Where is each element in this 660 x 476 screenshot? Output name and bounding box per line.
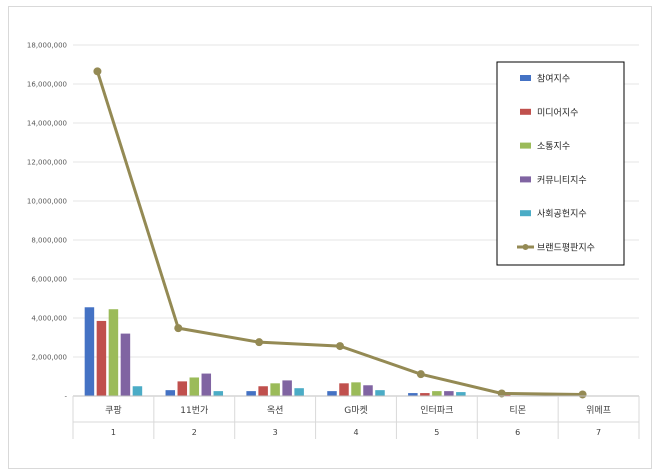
- bar: [375, 390, 385, 396]
- line-point: [93, 67, 102, 76]
- category-label: 옥션: [267, 405, 284, 416]
- bar: [189, 377, 200, 396]
- line-point: [416, 370, 425, 379]
- line-point: [336, 342, 344, 351]
- y-tick-label: 6,000,000: [31, 276, 67, 284]
- rank-label: 6: [515, 428, 520, 437]
- bar: [432, 391, 442, 396]
- y-tick-label: 2,000,000: [31, 354, 67, 362]
- bar: [327, 391, 337, 396]
- bar: [84, 307, 95, 396]
- y-tick-label: 12,000,000: [27, 159, 67, 167]
- legend-marker: [522, 244, 529, 250]
- y-tick-label: 8,000,000: [31, 237, 67, 245]
- legend-label: 커뮤니티지수: [537, 175, 587, 186]
- legend-swatch: [520, 176, 531, 183]
- bar: [132, 386, 143, 396]
- category-label: G마켓: [344, 405, 368, 416]
- legend-box: [496, 61, 625, 266]
- legend-swatch: [520, 210, 531, 217]
- bar: [420, 393, 430, 396]
- legend-swatch: [520, 75, 531, 81]
- bars: [84, 307, 511, 396]
- legend-label: 사회공헌지수: [537, 209, 587, 220]
- bar: [96, 320, 107, 396]
- legend-label: 참여지수: [537, 73, 570, 85]
- chart-frame: - 2,000,000 4,000,000 6,000,000 8,000,000 10,…: [8, 6, 652, 469]
- legend-label: 미디어지수: [537, 107, 578, 118]
- y-tick-label: 16,000,000: [27, 81, 67, 89]
- bar: [339, 383, 349, 396]
- category-label: 위메프: [586, 405, 611, 416]
- bar: [408, 393, 418, 396]
- x-axis: 쿠팡 1 11번가 2 옥션 3 G마켓 4 인터파크 5 티몬 6 위메프 7: [72, 395, 640, 439]
- bar: [500, 394, 511, 396]
- bar: [246, 391, 256, 396]
- y-tick-label: 10,000,000: [27, 198, 67, 206]
- category-label: 인터파크: [420, 405, 453, 416]
- rank-label: 3: [273, 428, 278, 437]
- bar: [201, 373, 212, 396]
- bar: [177, 381, 188, 396]
- bar: [120, 333, 131, 396]
- bar: [270, 383, 280, 396]
- y-tick-label: -: [64, 393, 67, 401]
- y-tick-label: 4,000,000: [31, 315, 67, 323]
- y-axis: - 2,000,000 4,000,000 6,000,000 8,000,000 10,…: [27, 42, 68, 401]
- line-point: [255, 338, 264, 347]
- bar: [213, 391, 224, 396]
- rank-label: 1: [111, 428, 116, 437]
- bar: [363, 385, 373, 396]
- line-point: [174, 324, 183, 333]
- chart: - 2,000,000 4,000,000 6,000,000 8,000,000 10,…: [27, 42, 640, 439]
- rank-label: 4: [353, 428, 358, 437]
- line-point: [497, 389, 506, 398]
- bar: [165, 390, 176, 396]
- legend-label: 소통지수: [537, 141, 570, 152]
- category-label: 쿠팡: [105, 405, 122, 416]
- bar: [258, 386, 268, 396]
- legend-label: 브랜드평판지수: [537, 243, 595, 254]
- bar: [456, 392, 466, 396]
- bar: [444, 391, 454, 396]
- bar: [108, 309, 119, 396]
- rank-label: 7: [596, 428, 601, 437]
- category-label: 11번가: [180, 405, 208, 416]
- grid-lines: [73, 44, 639, 397]
- category-label: 티몬: [509, 405, 526, 416]
- rank-label: 5: [434, 428, 439, 437]
- legend-swatch: [520, 142, 531, 149]
- legend-swatch: [520, 108, 531, 115]
- total-line: [93, 67, 587, 399]
- rank-label: 2: [192, 428, 197, 437]
- bar: [282, 380, 292, 396]
- y-tick-label: 18,000,000: [27, 42, 67, 50]
- bar: [351, 382, 361, 396]
- y-tick-label: 14,000,000: [27, 120, 67, 128]
- line-point: [578, 390, 587, 399]
- bar: [294, 388, 304, 396]
